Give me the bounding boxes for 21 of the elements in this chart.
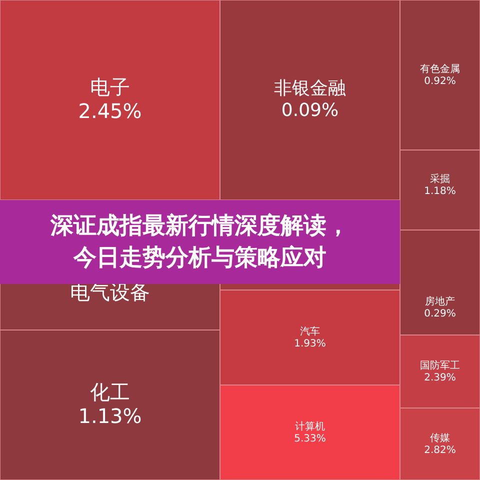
data-label: 0.09% [281,100,339,121]
category-label: 化工 [90,380,130,404]
data-label: 2.45% [78,99,142,123]
data-label: 2.39% [424,372,456,384]
category-label: 电子 [90,75,130,99]
category-label: 国防军工 [420,360,460,372]
data-label: 2.82% [424,445,456,456]
category-label: 房地产 [425,296,455,308]
category-label: 非银金融 [274,78,346,100]
category-label: 采掘 [430,173,450,185]
category-label: 传媒 [430,433,450,444]
data-label: 0.29% [424,308,456,320]
data-label: 5.33% [294,434,326,444]
data-label: 1.18% [424,186,456,197]
category-label: 汽车 [300,326,320,338]
category-label: 计算机 [295,420,325,432]
title-banner: 深证成指最新行情深度解读，今日走势分析与策略应对 [0,200,400,284]
category-label: 有色金属 [420,63,460,75]
data-label: 1.93% [294,338,326,350]
data-label: 1.13% [78,404,142,428]
data-label: 0.92% [424,76,456,87]
